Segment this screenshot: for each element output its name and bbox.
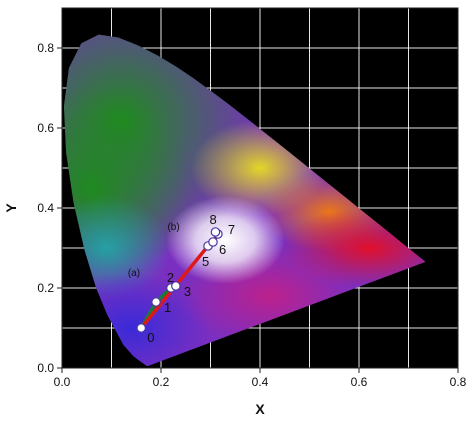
axis-ticks: [57, 47, 459, 373]
data-point-label: 8: [209, 212, 216, 227]
x-tick-label: 0.4: [252, 375, 269, 389]
data-point-label: 3: [184, 284, 191, 299]
y-tick-label: 0.8: [37, 41, 54, 55]
y-tick-label: 0.0: [37, 361, 54, 375]
series-labels: (a) (b): [128, 222, 180, 279]
x-axis-title: X: [255, 401, 265, 417]
locus-color-blob: [165, 196, 285, 284]
x-tick-label: 0.8: [450, 375, 467, 389]
data-point: [151, 297, 161, 307]
y-tick-label: 0.4: [37, 201, 54, 215]
series-name-label: (a): [128, 268, 140, 279]
data-point: [136, 323, 146, 333]
data-point: [208, 237, 218, 247]
data-point-label: 7: [228, 222, 235, 237]
x-tick-label: 0.0: [54, 375, 71, 389]
x-tick-label: 0.6: [351, 375, 368, 389]
plot-frame: [61, 7, 459, 369]
y-tick-label: 0.6: [37, 121, 54, 135]
y-tick-label: 0.2: [37, 281, 54, 295]
data-point: [171, 281, 181, 291]
data-point-label: 5: [202, 254, 209, 269]
x-tick-label: 0.2: [153, 375, 170, 389]
data-point-label: 1: [164, 300, 171, 315]
series-name-label: (b): [167, 222, 179, 233]
data-point-label: 0: [147, 330, 154, 345]
y-axis-title: Y: [3, 203, 19, 213]
data-point-label: 6: [219, 242, 226, 257]
axis-tick-labels: 0.0 0.2 0.4 0.6 0.8 0.0 0.2 0.4 0.6 0.8: [37, 41, 466, 389]
data-point-label: 2: [167, 270, 174, 285]
data-point: [210, 227, 221, 237]
series-points: [136, 227, 223, 333]
